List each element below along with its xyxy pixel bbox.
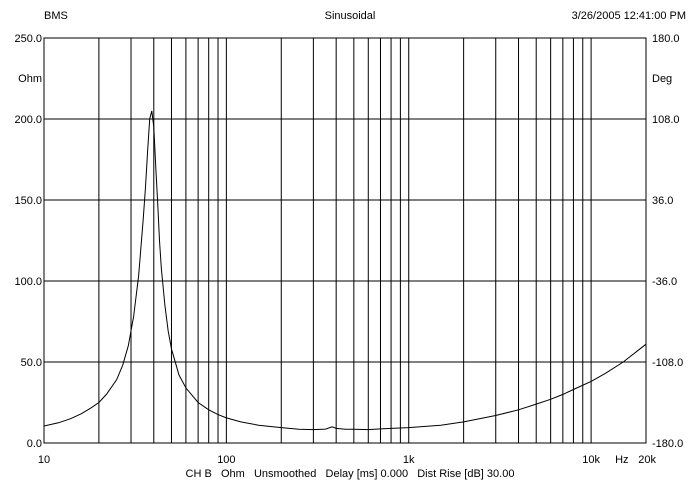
header-left: BMS	[44, 10, 68, 22]
chart-grid	[44, 38, 646, 443]
y2-tick-label: 180.0	[652, 33, 680, 45]
y2-tick-label: 108.0	[652, 114, 680, 126]
header-right: 3/26/2005 12:41:00 PM	[571, 10, 686, 22]
y2-tick-label: -108.0	[652, 357, 683, 369]
chart-footer: CH B Ohm Unsmoothed Delay [ms] 0.000 Dis…	[185, 468, 515, 480]
y-tick-label: 150.0	[14, 195, 42, 207]
y2-tick-label: -180.0	[652, 438, 683, 450]
axis-labels: 250.0 200.0 150.0 100.0 50.0 0.0 Ohm 180.0 108.0…	[14, 33, 683, 466]
x-tick-label: 10	[38, 454, 50, 466]
header-center: Sinusoidal	[324, 10, 376, 22]
x-axis-unit-label: Hz	[615, 454, 628, 466]
y-tick-label: 200.0	[14, 114, 42, 126]
y2-axis-label: Deg	[652, 73, 672, 85]
y-tick-label: 0.0	[27, 438, 42, 450]
y-axis-label: Ohm	[18, 73, 42, 85]
x-tick-label: 100	[217, 454, 235, 466]
y-tick-label: 250.0	[14, 33, 42, 45]
y-tick-label: 50.0	[21, 357, 42, 369]
x-tick-label: 1k	[403, 454, 415, 466]
plot-frame	[43, 37, 647, 444]
y-tick-label: 100.0	[14, 276, 42, 288]
y2-tick-label: -36.0	[652, 276, 677, 288]
impedance-curve	[43, 110, 647, 431]
x-tick-label: 10k	[582, 454, 600, 466]
y2-tick-label: 36.0	[652, 195, 673, 207]
x-tick-label: 20k	[638, 454, 656, 466]
